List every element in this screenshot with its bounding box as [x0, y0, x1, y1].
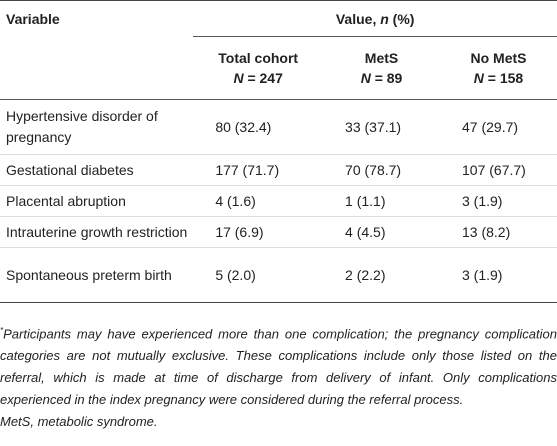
text: = 89 — [370, 70, 403, 86]
text: n — [380, 10, 389, 27]
cell: 80 (32.4) — [193, 99, 324, 155]
cell: 3 (1.9) — [440, 185, 557, 217]
column-n: N = 247 — [199, 68, 317, 88]
table-row: Spontaneous preterm birth 5 (2.0) 2 (2.2) 3… — [0, 248, 557, 303]
column-header: No MetS N = 158 — [440, 36, 557, 100]
cell: 2 (2.2) — [345, 266, 386, 283]
cell: 47 (29.7) — [440, 99, 557, 155]
column-n: N = 158 — [446, 68, 551, 88]
text: (%) — [388, 10, 415, 27]
cell: 4 (4.5) — [323, 216, 440, 248]
text: N — [473, 70, 484, 86]
column-name: Total cohort — [218, 50, 299, 66]
text: Value, — [335, 10, 381, 27]
subheader-row: Total cohort N = 247 MetS N = 89 No MetS N = … — [0, 36, 557, 100]
column-name: MetS — [364, 50, 399, 66]
cell: 107 (67.7) — [440, 154, 557, 186]
cell: 5 (2.0) — [215, 266, 256, 283]
cell: 13 (8.2) — [440, 216, 557, 248]
text: N — [233, 70, 244, 86]
footnote-text: *Participants may have experienced more … — [0, 320, 557, 411]
table-body: Hypertensive disorder of pregnancy 80 (32… — [0, 99, 557, 303]
row-label: Hypertensive disorder of pregnancy — [0, 99, 194, 155]
empty-cell — [0, 36, 194, 100]
column-n: N = 89 — [329, 68, 434, 88]
table-row: Gestational diabetes 177 (71.7) 70 (78.7) 1… — [0, 154, 557, 186]
text: Participants may have experienced more t… — [0, 326, 557, 408]
abbreviation: MetS, metabolic syndrome. — [0, 414, 158, 430]
column-header: MetS N = 89 — [323, 36, 440, 100]
header-row: Variable Value, n (%) — [0, 0, 557, 37]
row-label: Intrauterine growth restriction — [0, 216, 194, 248]
column-header: Total cohort N = 247 — [193, 36, 324, 100]
row-label: Gestational diabetes — [0, 154, 194, 186]
table-row: Placental abruption 4 (1.6) 1 (1.1) 3 (1.9) — [0, 185, 557, 217]
table-row: Intrauterine growth restriction 17 (6.9) 4… — [0, 216, 557, 248]
text: = 158 — [483, 70, 524, 86]
value-header: Value, n (%) — [193, 0, 557, 37]
cell: 4 (1.6) — [193, 185, 324, 217]
variable-header: Variable — [6, 10, 60, 27]
footnote-marker: * — [0, 326, 4, 335]
cell: 17 (6.9) — [193, 216, 324, 248]
cell: 1 (1.1) — [323, 185, 440, 217]
cell: 70 (78.7) — [323, 154, 440, 186]
row-label: Placental abruption — [0, 185, 194, 217]
table-row: Hypertensive disorder of pregnancy 80 (32… — [0, 99, 557, 155]
row-label: Spontaneous preterm birth — [6, 266, 172, 283]
cell: 177 (71.7) — [193, 154, 324, 186]
cell: 33 (37.1) — [323, 99, 440, 155]
text: N — [360, 70, 371, 86]
complications-table: Variable Value, n (%) Total cohort N = 24… — [0, 0, 557, 303]
footnote: *Participants may have experienced more … — [0, 320, 557, 433]
cell: 3 (1.9) — [462, 266, 503, 283]
text: = 247 — [243, 70, 283, 86]
column-name: No MetS — [470, 50, 527, 66]
